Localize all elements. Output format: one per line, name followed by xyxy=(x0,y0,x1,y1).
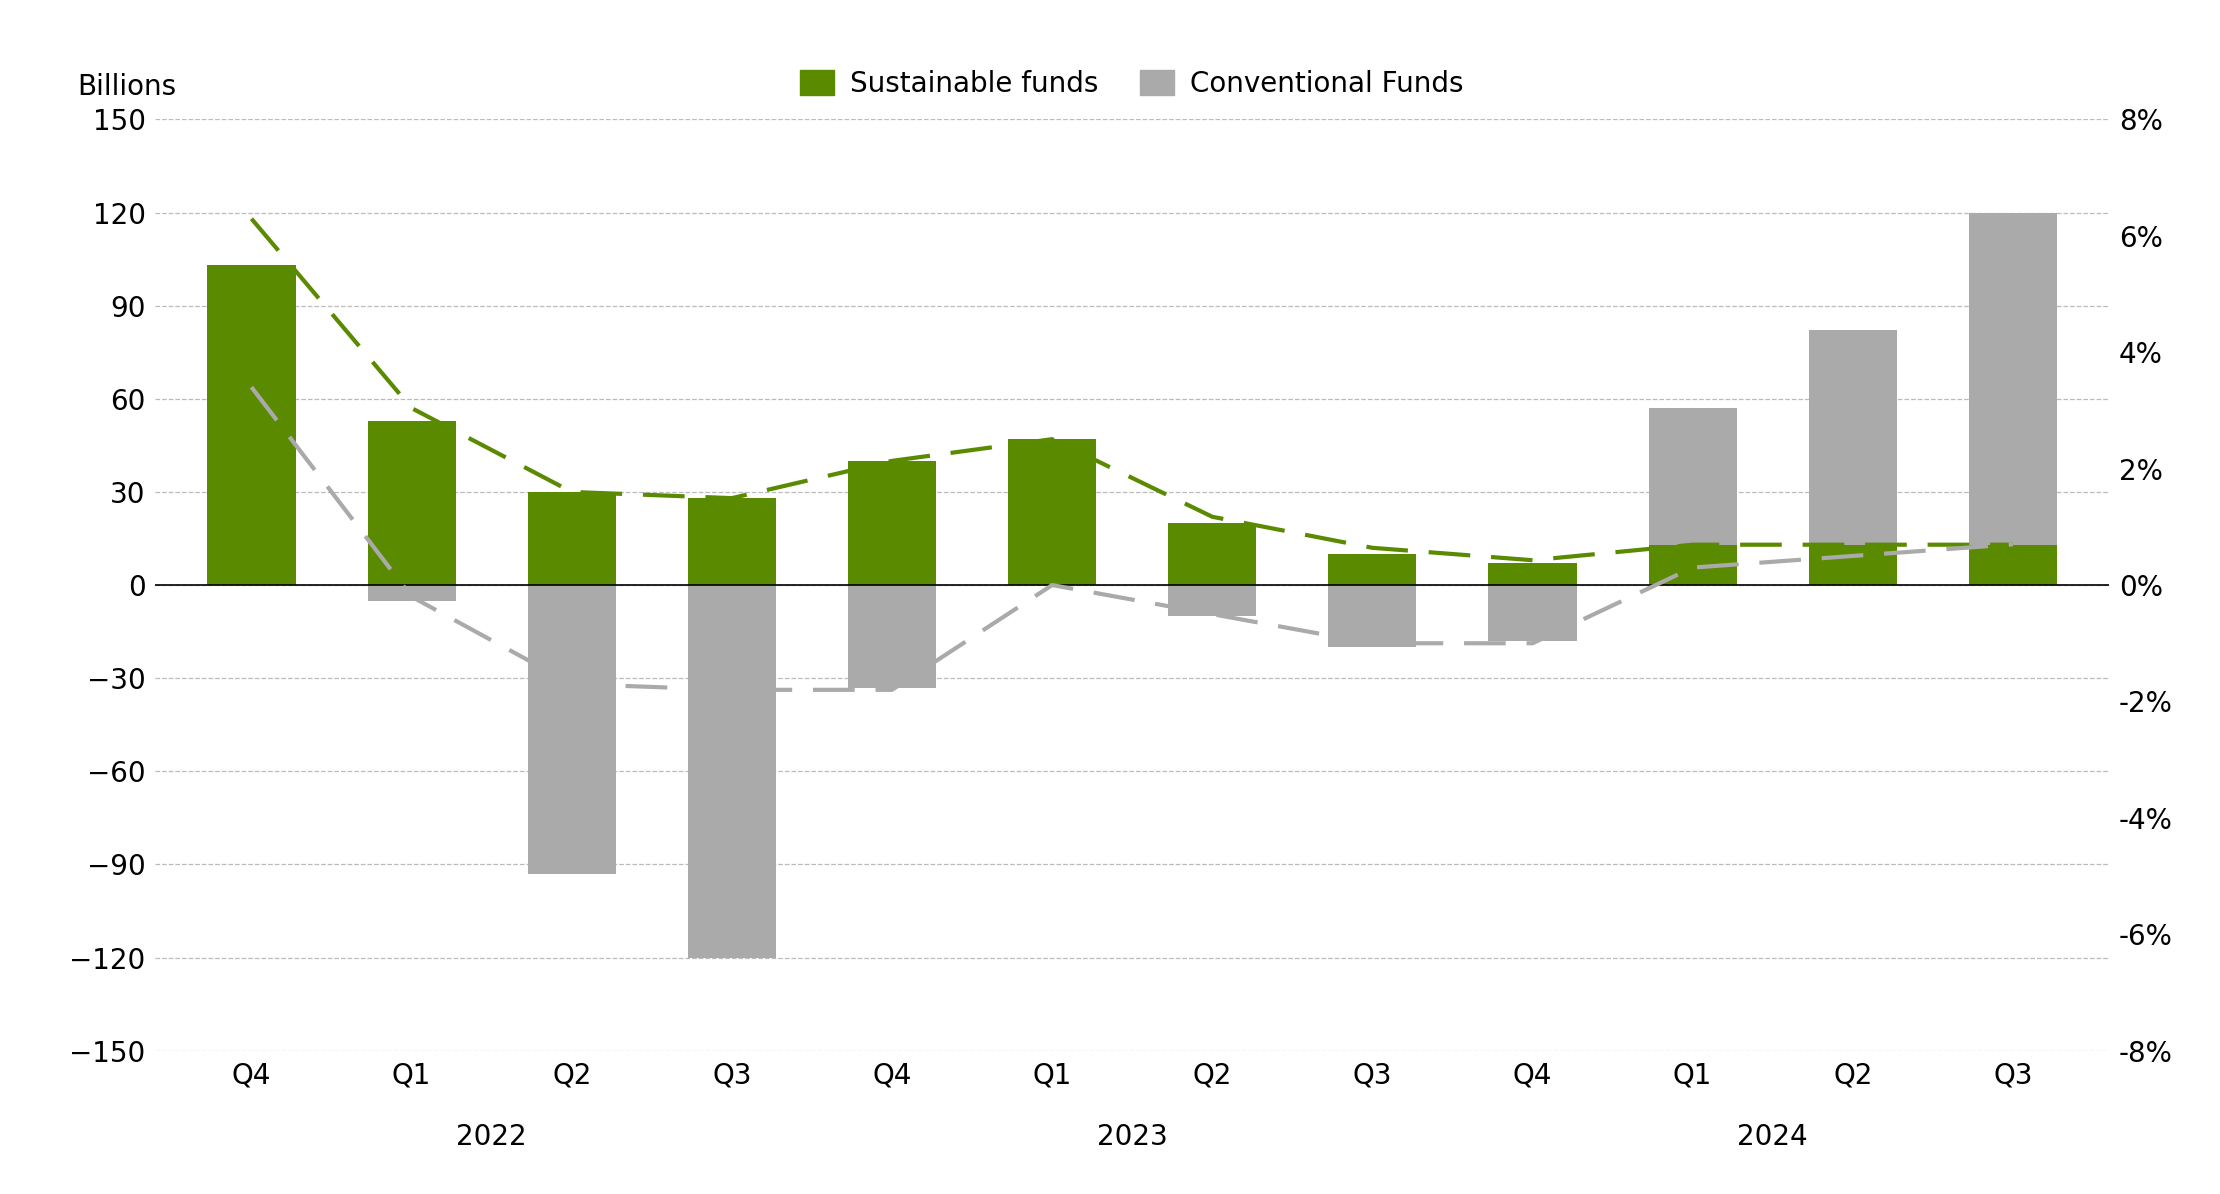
Bar xyxy=(1008,439,1097,585)
Bar xyxy=(1649,544,1736,585)
Bar xyxy=(848,585,937,688)
Bar xyxy=(369,420,455,585)
Bar xyxy=(688,498,777,585)
Bar xyxy=(1809,544,1896,585)
Bar xyxy=(1969,213,2058,585)
Bar xyxy=(1487,585,1576,641)
Bar xyxy=(1969,544,2058,585)
Text: 2024: 2024 xyxy=(1738,1122,1807,1151)
Bar xyxy=(528,585,615,874)
Bar xyxy=(848,461,937,585)
Bar xyxy=(1328,554,1416,585)
Text: 2022: 2022 xyxy=(457,1122,526,1151)
Bar xyxy=(1168,585,1257,616)
Bar xyxy=(688,585,777,958)
Bar xyxy=(1168,523,1257,585)
Bar xyxy=(1487,564,1576,585)
Bar xyxy=(206,265,295,585)
Bar xyxy=(1809,331,1896,585)
Bar xyxy=(206,383,295,585)
Bar xyxy=(1328,585,1416,647)
Bar xyxy=(369,585,455,601)
Text: 2023: 2023 xyxy=(1097,1122,1168,1151)
Text: Billions: Billions xyxy=(78,73,175,100)
Bar xyxy=(1008,476,1097,585)
Bar xyxy=(1649,408,1736,585)
Legend: Sustainable funds, Conventional Funds: Sustainable funds, Conventional Funds xyxy=(790,59,1474,109)
Bar xyxy=(528,492,615,585)
